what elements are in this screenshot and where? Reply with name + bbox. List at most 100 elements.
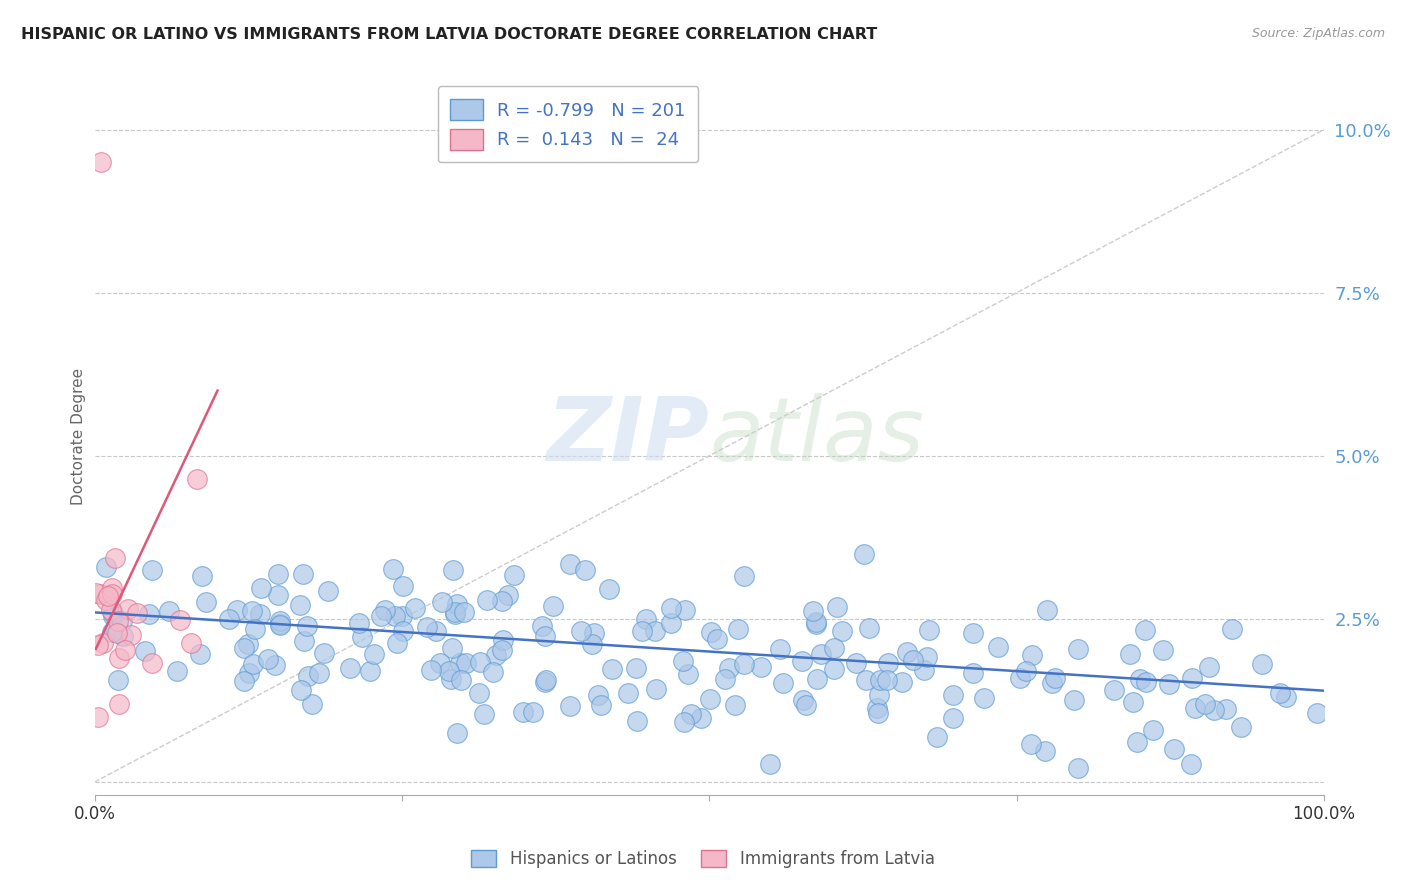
Point [1220,623,1243,637]
Point [104,624,127,639]
Point [891,674,914,689]
Point [1135,675,1157,690]
Point [896,645,918,659]
Point [558,557,581,571]
Point [759,757,782,772]
Point [370,609,392,624]
Point [626,714,648,728]
Point [242,657,264,672]
Point [391,579,413,593]
Point [87,710,110,724]
Point [1142,723,1164,737]
Point [100,603,122,617]
Point [512,705,534,719]
Point [297,669,319,683]
Point [644,624,666,638]
Point [101,587,124,601]
Point [962,625,984,640]
Point [440,672,463,686]
Point [134,644,156,658]
Point [1014,664,1036,678]
Point [120,628,142,642]
Point [804,617,827,632]
Point [292,634,315,648]
Point [700,624,723,639]
Point [868,706,890,721]
Point [987,640,1010,654]
Point [141,656,163,670]
Point [581,637,603,651]
Point [772,676,794,690]
Point [1184,700,1206,714]
Point [312,647,335,661]
Point [804,615,827,629]
Legend: Hispanics or Latinos, Immigrants from Latvia: Hispanics or Latinos, Immigrants from La… [464,843,942,875]
Point [444,605,467,619]
Point [492,633,515,648]
Point [249,581,271,595]
Point [678,667,700,681]
Point [243,623,266,637]
Point [713,673,735,687]
Point [659,615,682,630]
Point [138,607,160,621]
Point [107,697,129,711]
Point [94,592,117,607]
Point [1021,648,1043,662]
Point [901,653,924,667]
Point [232,674,254,689]
Point [316,583,339,598]
Point [1135,623,1157,637]
Point [915,650,938,665]
Point [475,592,498,607]
Point [569,624,592,638]
Point [1067,761,1090,775]
Point [111,629,134,643]
Point [347,616,370,631]
Point [806,672,828,686]
Point [868,689,890,703]
Point [699,692,721,706]
Point [441,640,464,655]
Point [359,665,381,679]
Point [733,568,755,582]
Point [104,550,127,565]
Point [267,588,290,602]
Point [689,711,711,725]
Point [485,648,508,663]
Point [869,673,891,688]
Point [1129,672,1152,686]
Y-axis label: Doctorate Degree: Doctorate Degree [72,368,86,505]
Point [1119,648,1142,662]
Point [1040,676,1063,690]
Point [1229,720,1251,734]
Point [350,630,373,644]
Point [1033,744,1056,758]
Point [107,614,129,628]
Point [491,643,513,657]
Point [866,701,889,715]
Point [541,599,564,613]
Point [249,607,271,622]
Point [392,624,415,639]
Point [1067,642,1090,657]
Point [876,656,898,670]
Point [598,582,620,596]
Point [238,665,260,680]
Point [186,472,208,486]
Point [823,640,845,655]
Point [450,673,472,688]
Point [1102,682,1125,697]
Point [531,619,554,633]
Point [169,613,191,627]
Point [1063,693,1085,707]
Point [1268,686,1291,700]
Point [673,603,696,617]
Point [503,568,526,582]
Point [89,587,111,601]
Text: atlas: atlas [709,393,924,479]
Point [600,662,623,676]
Point [733,657,755,671]
Point [446,597,468,611]
Point [468,685,491,699]
